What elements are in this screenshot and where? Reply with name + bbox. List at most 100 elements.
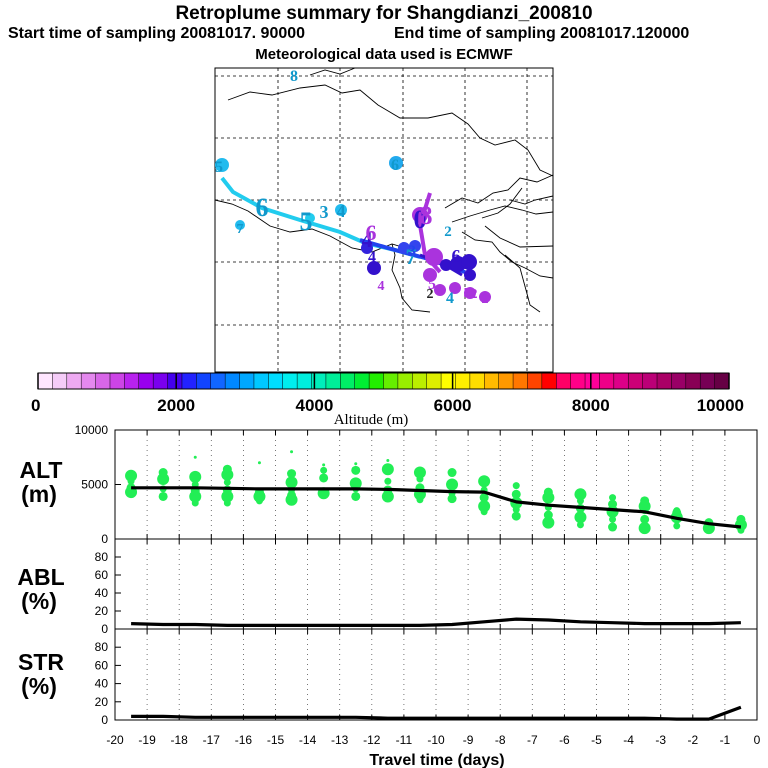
plume-day-label: 3 <box>320 202 329 222</box>
colorbar-tick-label: 2000 <box>157 396 195 415</box>
colorbar-tick-label: 6000 <box>434 396 472 415</box>
plume-day-label: 6 <box>452 246 461 266</box>
plume-day-label: 2 <box>471 287 478 302</box>
colorbar-swatch <box>541 373 557 389</box>
colorbar-swatch <box>513 373 528 389</box>
colorbar-swatch <box>196 373 212 389</box>
plume-cluster-dot <box>409 240 421 252</box>
colorbar-tick-label: 10000 <box>697 396 744 415</box>
colorbar-swatch <box>167 373 183 389</box>
map-frame <box>214 67 554 373</box>
altitude-scatter-point <box>126 483 136 493</box>
plume-day-label: 2 <box>444 224 452 240</box>
plume-cluster-dot <box>464 269 476 281</box>
plume-day-label: 4 <box>337 201 346 221</box>
x-tick-label: -14 <box>299 733 317 747</box>
altitude-scatter-point <box>511 511 521 521</box>
plume-cluster-dot <box>464 287 476 299</box>
plume-day-label: 8 <box>290 68 298 85</box>
altitude-scatter-point <box>413 466 426 479</box>
colorbar-swatch <box>153 373 168 389</box>
panel-y-tick-label: 0 <box>101 713 108 727</box>
map-border-line <box>227 84 554 177</box>
colorbar-swatch <box>671 373 687 389</box>
plume-day-label: 2 <box>427 287 434 302</box>
altitude-scatter-point <box>542 516 555 529</box>
plume-cluster-dot <box>235 220 245 230</box>
altitude-scatter-point <box>608 499 618 509</box>
altitude-scatter-point <box>257 461 261 465</box>
x-tick-label: 0 <box>754 733 761 747</box>
plume-day-label: 2 <box>482 292 489 307</box>
colorbar-swatch <box>426 373 442 389</box>
panel-y-tick-label: 40 <box>95 677 109 691</box>
altitude-scatter-point <box>384 477 392 485</box>
panel-y-tick-label: 0 <box>101 532 108 546</box>
altitude-scatter-point <box>574 488 587 501</box>
colorbar-swatch <box>109 373 125 389</box>
colorbar-swatch <box>311 373 327 389</box>
x-tick-label: -18 <box>171 733 189 747</box>
map-border-line <box>391 243 431 313</box>
altitude-scatter-point <box>446 478 459 491</box>
x-tick-label: -20 <box>106 733 124 747</box>
altitude-scatter-point <box>447 494 457 504</box>
sampling-start-label: Start time of sampling 20081017. 90000 <box>8 25 306 42</box>
colorbar-swatch <box>66 373 82 389</box>
altitude-scatter-point <box>381 490 394 503</box>
altitude-scatter-point <box>157 473 170 486</box>
colorbar-swatch <box>685 373 701 389</box>
x-tick-label: -19 <box>138 733 156 747</box>
plume-cluster-dot <box>434 284 446 296</box>
colorbar-swatch <box>613 373 629 389</box>
colorbar-swatch <box>469 373 485 389</box>
altitude-scatter-point <box>287 469 297 479</box>
colorbar-swatch <box>225 373 240 389</box>
altitude-scatter-point <box>320 466 328 474</box>
altitude-scatter-point <box>736 514 746 524</box>
plume-day-label: 4 <box>378 279 385 294</box>
x-tick-label: -1 <box>720 733 731 747</box>
plume-day-label: 5 <box>215 159 223 176</box>
colorbar-swatch <box>498 373 514 389</box>
altitude-scatter-point <box>478 475 491 488</box>
panel-y-tick-label: 10000 <box>75 423 109 437</box>
colorbar-tick-label: 4000 <box>295 396 333 415</box>
panel-y-tick-label: 20 <box>95 604 109 618</box>
altitude-scatter-point <box>381 463 394 476</box>
time-series-panels: 1000050000ALT(m)806040200ABL(%)806040200… <box>17 423 760 768</box>
x-tick-label: -4 <box>623 733 634 747</box>
panel-frame <box>114 429 758 540</box>
map-border-line <box>504 254 541 313</box>
altitude-scatter-point <box>511 489 521 499</box>
altitude-scatter-point <box>222 464 232 474</box>
altitude-scatter-point <box>322 463 326 467</box>
plume-cluster-dot <box>361 242 373 254</box>
series-line-abl <box>131 617 741 628</box>
altitude-scatter-point <box>349 477 362 490</box>
colorbar-swatch <box>181 373 197 389</box>
colorbar-swatch <box>527 373 543 389</box>
colorbar-tick-label: 8000 <box>572 396 610 415</box>
colorbar-swatch <box>383 373 399 389</box>
plume-day-label: 0 <box>414 205 427 234</box>
colorbar-swatch <box>38 373 53 389</box>
map-border-line <box>509 195 554 205</box>
altitude-scatter-point <box>608 522 618 532</box>
colorbar-swatch <box>239 373 255 389</box>
map-border-line <box>484 225 554 248</box>
x-axis-label: Travel time (days) <box>369 752 504 768</box>
x-tick-label: -9 <box>463 733 474 747</box>
x-tick-label: -6 <box>559 733 570 747</box>
altitude-scatter-point <box>351 465 361 475</box>
colorbar-axis-label: Altitude (m) <box>334 412 409 428</box>
plume-day-label: 6 <box>366 220 377 245</box>
plume-day-label: 5 <box>428 276 436 293</box>
chart-title: Retroplume summary for Shangdianzi_20081… <box>175 3 593 24</box>
colorbar-swatch <box>325 373 341 389</box>
colorbar: 0 2000 4000 6000 8000 10000 Altitude (m) <box>31 372 744 428</box>
altitude-scatter-point <box>673 507 681 515</box>
panel-y-tick-label: 40 <box>95 586 109 600</box>
